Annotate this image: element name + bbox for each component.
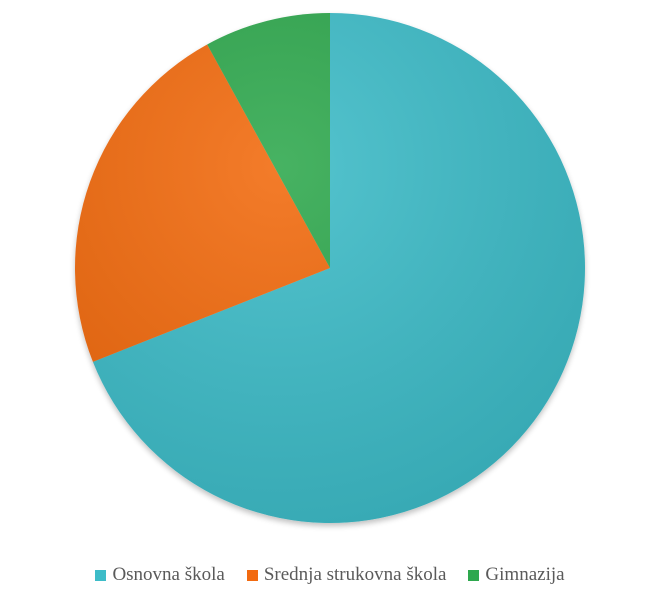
legend-item-srednja: Srednja strukovna škola bbox=[246, 564, 447, 586]
legend-label-srednja: Srednja strukovna škola bbox=[263, 564, 447, 585]
pie-slices bbox=[75, 12, 586, 523]
legend-label-osnovna: Osnovna škola bbox=[112, 564, 225, 585]
legend-item-osnovna: Osnovna škola bbox=[95, 564, 225, 586]
legend-swatch-gimnazija bbox=[468, 569, 480, 581]
legend-label-gimnazija: Gimnazija bbox=[485, 564, 565, 585]
legend-swatch-osnovna bbox=[95, 569, 107, 581]
legend: Osnovna škola Srednja strukovna škola Gi… bbox=[0, 561, 660, 589]
legend-swatch-srednja bbox=[246, 569, 258, 581]
legend-item-gimnazija: Gimnazija bbox=[468, 564, 565, 586]
